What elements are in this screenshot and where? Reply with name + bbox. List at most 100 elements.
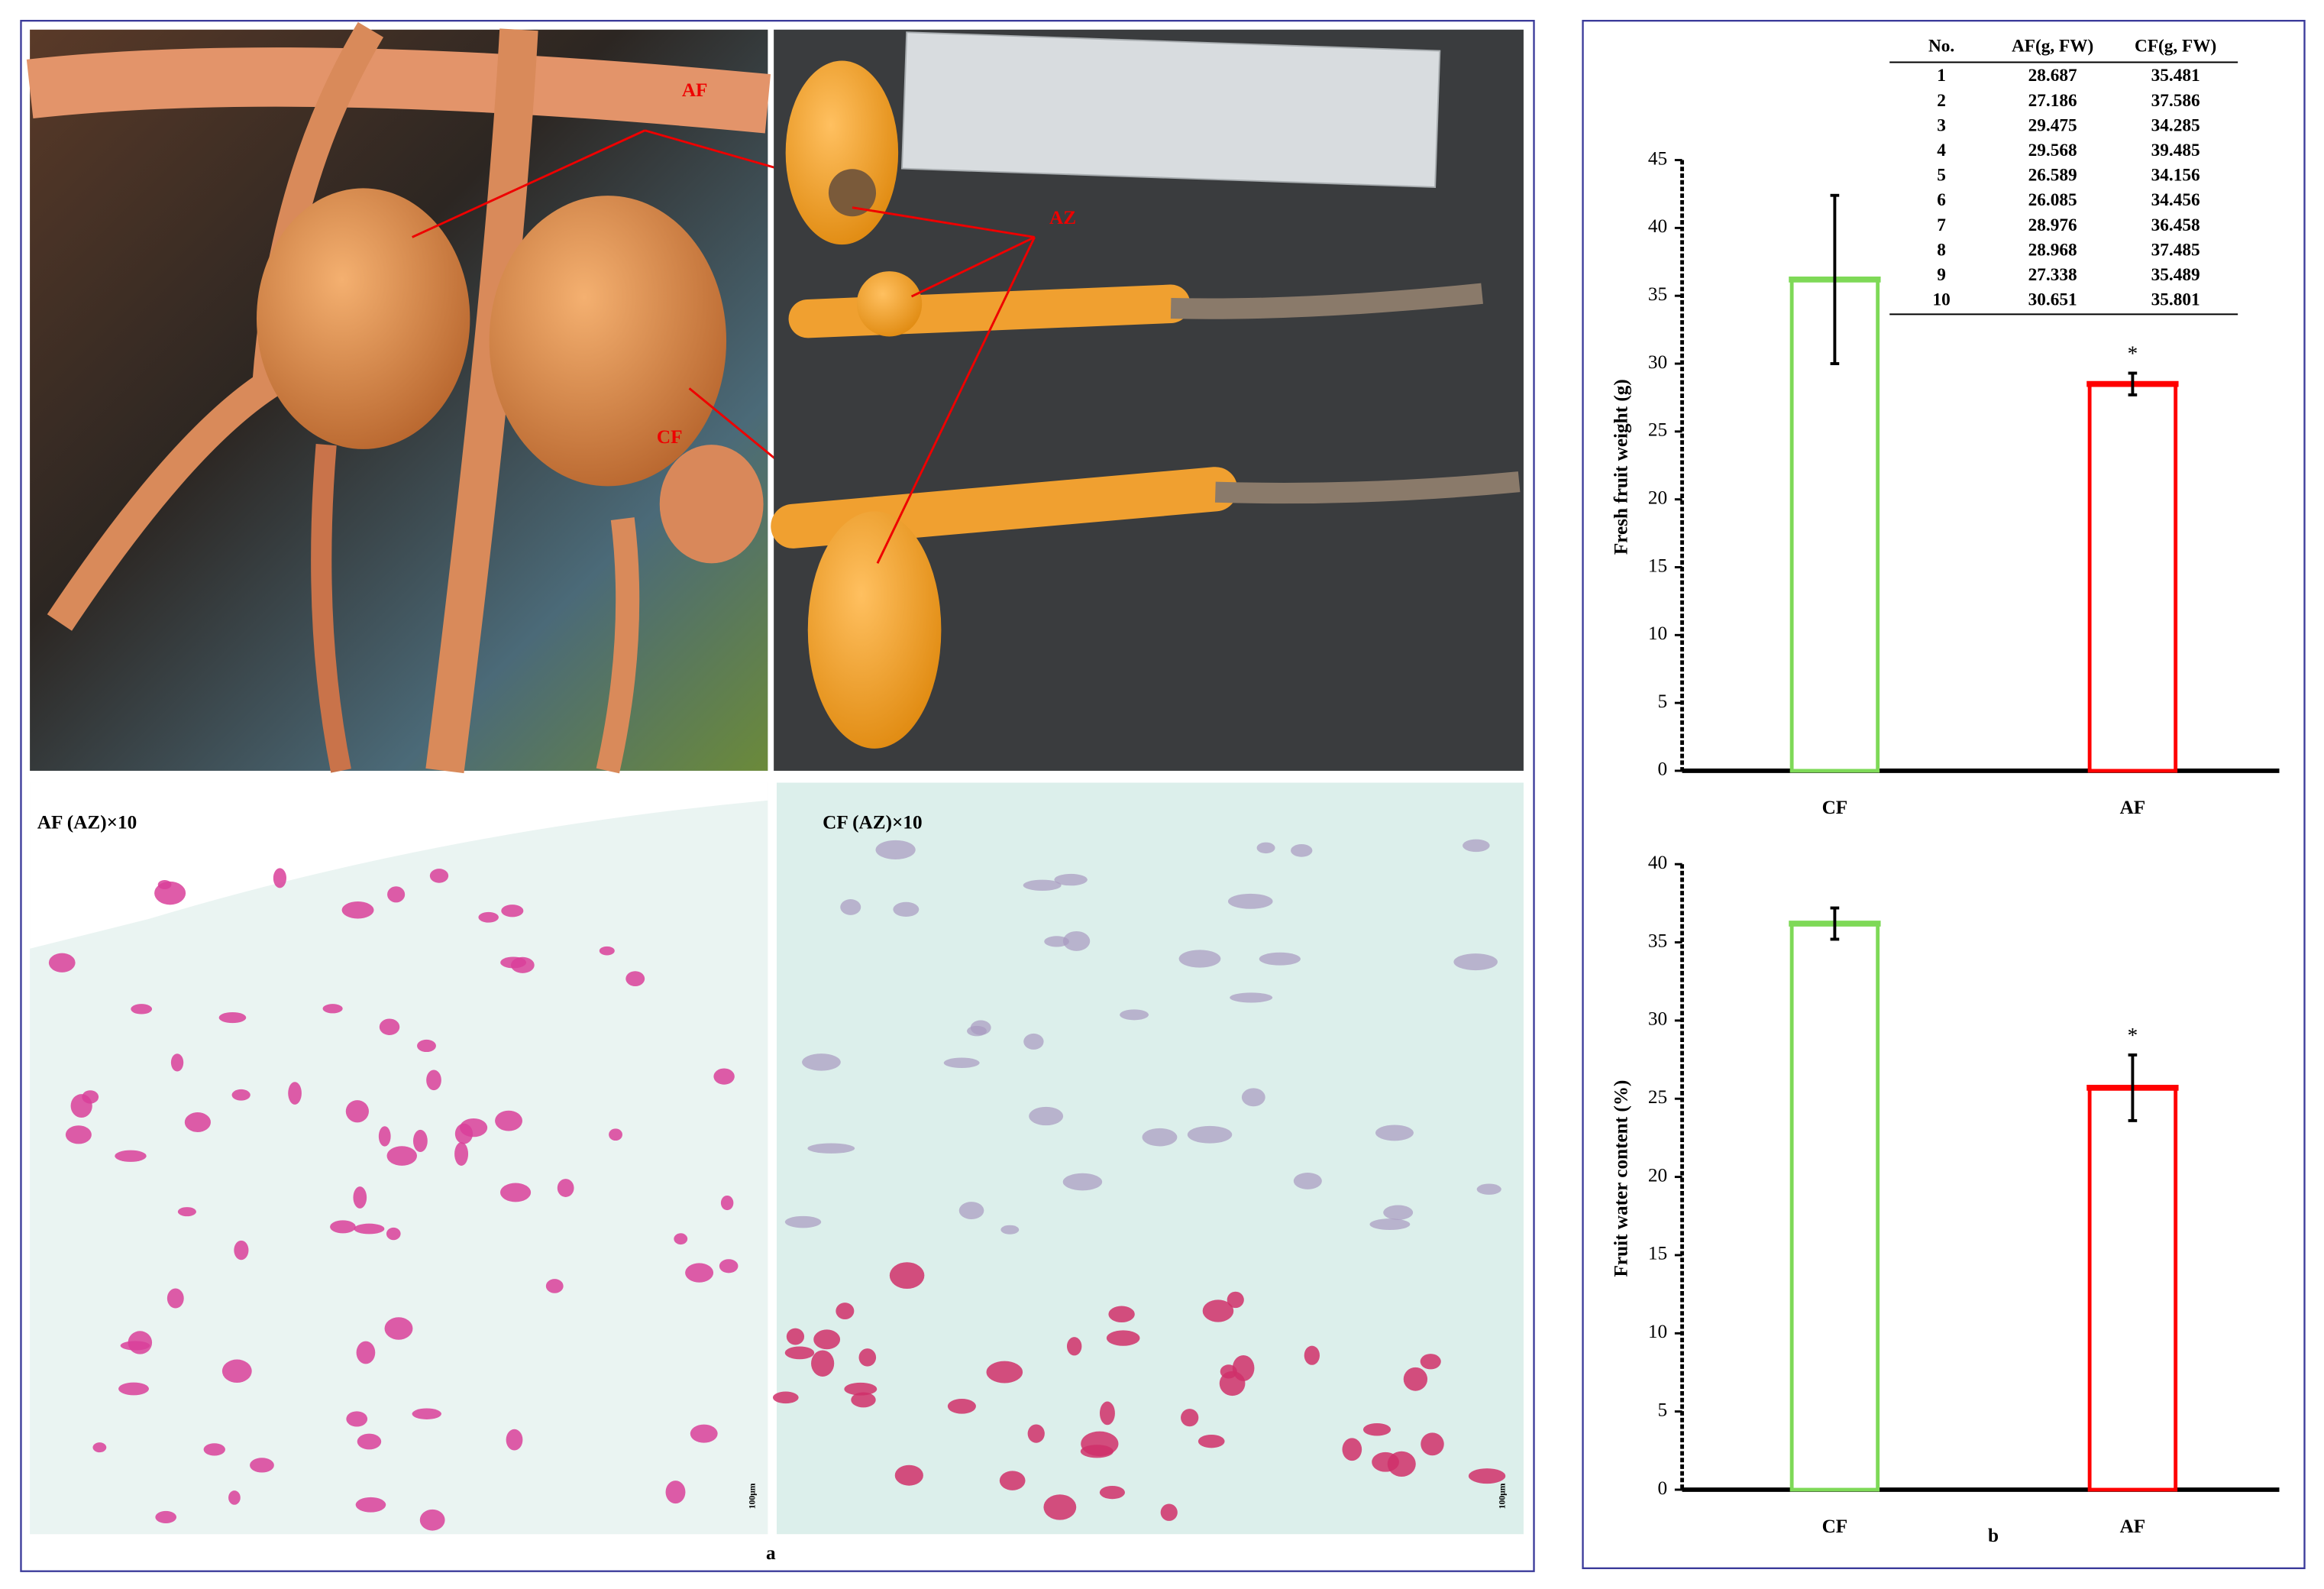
y-tick-label: 40 bbox=[1648, 853, 1667, 873]
cell bbox=[1241, 1088, 1265, 1107]
y-tick-label: 25 bbox=[1648, 420, 1667, 441]
table-cell: 36.458 bbox=[2151, 215, 2200, 235]
photo-label: AF (AZ)×10 bbox=[37, 813, 137, 833]
x-tick-label: AF bbox=[2120, 798, 2146, 818]
cell bbox=[429, 869, 449, 883]
cell bbox=[1043, 1494, 1077, 1520]
cell bbox=[1108, 1306, 1135, 1323]
micrograph-edge bbox=[30, 782, 768, 949]
scale-label: 100μm bbox=[748, 1483, 758, 1509]
cell bbox=[599, 946, 615, 956]
cell bbox=[1259, 952, 1301, 966]
micrograph-cf bbox=[777, 782, 1524, 1535]
table-cell: 3 bbox=[1937, 115, 1946, 135]
cell bbox=[1375, 1125, 1414, 1141]
cell bbox=[506, 1429, 523, 1451]
table-cell: 29.568 bbox=[2028, 141, 2077, 160]
cell bbox=[807, 1143, 855, 1154]
cell bbox=[48, 953, 76, 972]
cell bbox=[999, 1471, 1026, 1490]
cell bbox=[1044, 936, 1069, 947]
cell bbox=[419, 1509, 445, 1531]
table-cell: 9 bbox=[1937, 265, 1946, 285]
cell bbox=[674, 1233, 688, 1245]
cell bbox=[92, 1442, 107, 1453]
cell bbox=[1000, 1225, 1020, 1235]
cell bbox=[346, 1411, 368, 1427]
table-cell: 28.687 bbox=[2028, 66, 2077, 86]
cell bbox=[1178, 950, 1221, 968]
table-cell: 28.976 bbox=[2028, 215, 2077, 235]
cell bbox=[228, 1490, 241, 1505]
y-tick-label: 25 bbox=[1648, 1087, 1667, 1108]
scale-label: 100μm bbox=[1497, 1483, 1507, 1509]
cell bbox=[1256, 842, 1275, 854]
cell bbox=[1160, 1503, 1178, 1521]
table-cell: 27.186 bbox=[2028, 91, 2077, 111]
cell bbox=[1066, 1337, 1082, 1356]
cell bbox=[665, 1481, 686, 1504]
table-cell: 28.968 bbox=[2028, 240, 2077, 260]
y-tick-label: 40 bbox=[1648, 216, 1667, 237]
y-tick-label: 35 bbox=[1648, 930, 1667, 951]
table-cell: 27.338 bbox=[2028, 265, 2077, 285]
cell bbox=[1027, 1424, 1045, 1443]
cell bbox=[322, 1004, 343, 1014]
y-tick-label: 35 bbox=[1648, 284, 1667, 305]
cell bbox=[1383, 1205, 1414, 1220]
cell bbox=[131, 1004, 153, 1015]
y-tick-label: 0 bbox=[1658, 759, 1668, 780]
cell bbox=[894, 1464, 923, 1486]
panel-frame bbox=[1582, 20, 2306, 1569]
cell bbox=[357, 1433, 382, 1450]
cell bbox=[170, 1053, 184, 1072]
cell bbox=[1023, 1033, 1044, 1050]
cell bbox=[720, 1195, 734, 1211]
cell bbox=[1062, 1173, 1103, 1191]
cell bbox=[1181, 1409, 1199, 1427]
photo-tree bbox=[26, 21, 813, 774]
y-tick-label: 10 bbox=[1648, 623, 1667, 644]
cell bbox=[386, 1146, 418, 1166]
cell bbox=[1342, 1438, 1362, 1461]
cell bbox=[958, 1202, 984, 1220]
cell bbox=[1421, 1432, 1444, 1456]
cell bbox=[1142, 1128, 1178, 1147]
bar bbox=[1789, 921, 1880, 1492]
photo-label: CF bbox=[657, 427, 683, 448]
photo-label: AZ bbox=[1049, 208, 1076, 228]
cell bbox=[1219, 1371, 1246, 1396]
cell bbox=[1106, 1330, 1140, 1346]
cell bbox=[157, 880, 172, 890]
cell bbox=[460, 1118, 488, 1138]
table-cell: 7 bbox=[1937, 215, 1946, 235]
cell bbox=[1369, 1218, 1411, 1231]
cell bbox=[273, 868, 286, 888]
table-cell: 26.085 bbox=[2028, 190, 2077, 210]
y-tick-label: 5 bbox=[1658, 1400, 1668, 1420]
cell bbox=[454, 1142, 469, 1166]
cell bbox=[1099, 1486, 1125, 1500]
cell bbox=[387, 886, 406, 903]
cell bbox=[412, 1408, 441, 1419]
cell bbox=[384, 1317, 413, 1340]
cell bbox=[889, 1262, 925, 1290]
panel-frame bbox=[20, 20, 1535, 1572]
table-cell: 5 bbox=[1937, 166, 1946, 186]
cell bbox=[234, 1240, 249, 1261]
y-tick-label: 30 bbox=[1648, 1009, 1667, 1030]
cell bbox=[378, 1126, 391, 1147]
photo-fruits bbox=[771, 29, 1524, 771]
cell bbox=[128, 1331, 153, 1354]
cell bbox=[70, 1094, 92, 1118]
y-tick-label: 5 bbox=[1658, 691, 1668, 712]
cell bbox=[218, 1011, 247, 1024]
table-cell: 26.589 bbox=[2028, 166, 2077, 186]
table-cell: 35.489 bbox=[2151, 265, 2200, 285]
cell bbox=[1387, 1451, 1416, 1477]
table-cell: 6 bbox=[1937, 190, 1946, 210]
cell bbox=[501, 905, 524, 917]
cell bbox=[1463, 839, 1490, 853]
cell bbox=[811, 1350, 835, 1377]
